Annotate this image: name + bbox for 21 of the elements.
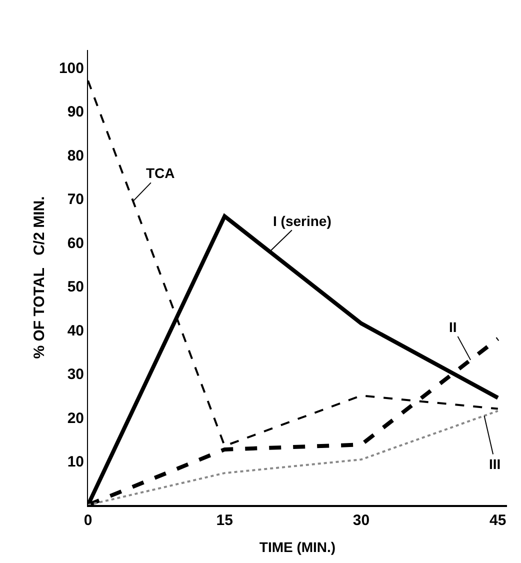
y-axis-title: % OF TOTAL C/2 MIN. [31,196,48,359]
series-label: TCA [146,165,175,181]
text: II [449,319,457,335]
text: III [489,456,501,472]
y-tick-label: 40 [67,322,84,340]
y-tick-label: 30 [67,366,84,383]
y-tick-label: 80 [67,147,84,164]
x-tick-label: 0 [84,512,92,529]
y-tick-label: 60 [67,234,84,252]
x-tick-label: 15 [216,512,233,529]
y-tick-label: 70 [67,191,84,208]
line-series [88,410,499,505]
x-tick-label: 30 [352,512,370,529]
y-tick-label: 10 [67,454,84,470]
x-tick-label: 45 [490,512,506,529]
y-tick-label: 50 [67,278,84,296]
x-axis-title: TIME (MIN.) [259,538,336,555]
series-label: I (serine) [273,213,332,229]
y-tick-label: 90 [67,104,84,120]
y-tick-label: 20 [67,410,84,427]
y-tick-label: 100 [58,60,84,77]
